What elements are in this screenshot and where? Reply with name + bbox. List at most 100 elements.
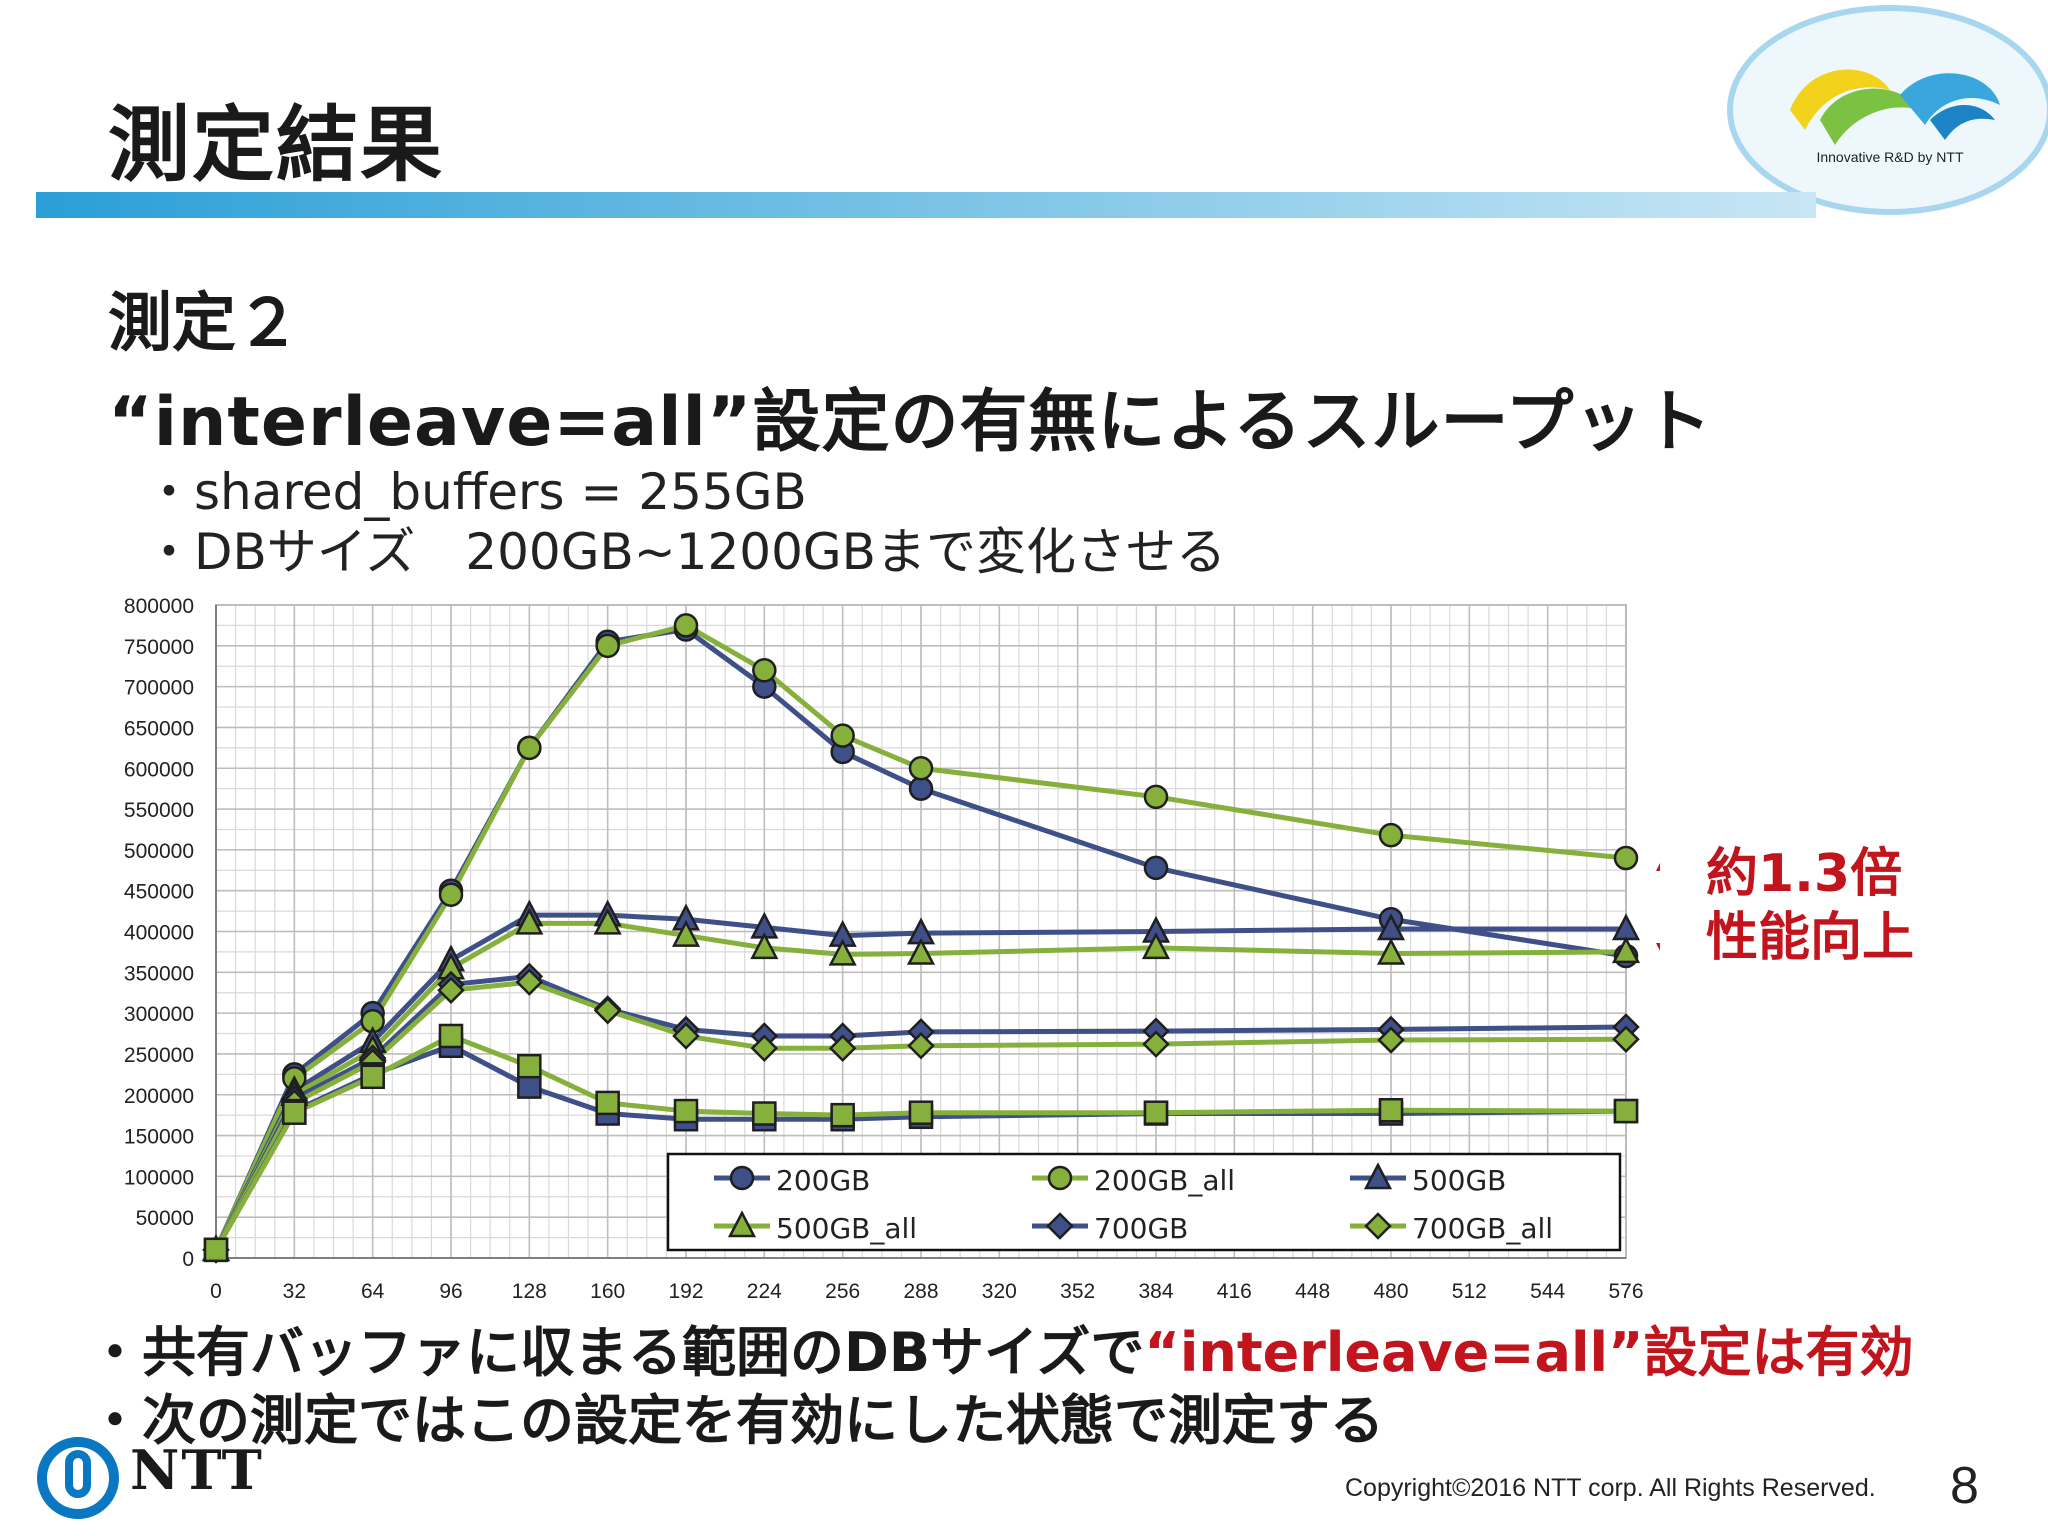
y-tick-label: 450000 (124, 881, 194, 904)
x-tick-label: 96 (439, 1280, 462, 1303)
x-tick-label: 128 (512, 1280, 547, 1303)
x-tick-label: 224 (747, 1280, 782, 1303)
data-point-1000GB_all (908, 1100, 934, 1125)
y-tick-label: 500000 (124, 840, 194, 863)
data-point-700GB_all (672, 1022, 700, 1050)
data-point-200GB_all (830, 723, 855, 748)
data-point-500GB_all (906, 937, 936, 965)
y-tick-label: 100000 (124, 1166, 194, 1189)
page-number: 8 (1950, 1457, 1979, 1515)
data-point-200GB_all (1378, 822, 1404, 848)
data-point-500GB_all (1141, 932, 1171, 960)
x-tick-label: 576 (1608, 1280, 1643, 1303)
legend-label: 700GB (1094, 1212, 1188, 1245)
data-point-700GB_all (1142, 1030, 1170, 1058)
section-heading: “interleave=all”設定の有無によるスループット (108, 383, 1713, 462)
data-point-700GB_all (437, 976, 465, 1005)
x-tick-label: 352 (1060, 1280, 1095, 1303)
data-point-200GB (908, 776, 934, 801)
data-point-1000GB (517, 1074, 542, 1099)
header-band (36, 192, 1816, 218)
data-point-1000GB_all (360, 1064, 385, 1090)
x-tick-label: 0 (210, 1280, 222, 1303)
legend-label: 500GB (1412, 1164, 1506, 1197)
data-point-1000GB_all (1378, 1098, 1404, 1123)
chart-legend: 200GB 200GB_all 500GB 500GB_all 700GB 700GB_a… (666, 1152, 1622, 1252)
ntt-rd-logo: Innovative R&D by NTT (1727, 5, 2048, 215)
annotation-line-1: 約1.3倍 (1706, 844, 1903, 904)
legend-label: 200GB (776, 1164, 870, 1197)
copyright-notice: Copyright©2016 NTT corp. All Rights Rese… (1345, 1474, 1876, 1502)
data-point-700GB_all (907, 1032, 935, 1060)
y-tick-label: 350000 (124, 962, 194, 985)
chart-axes: 0 50000 100000 150000 200000 250000 300000 3500… (124, 595, 1644, 1303)
y-tick-label: 800000 (124, 595, 194, 618)
data-point-700GB_all (828, 1034, 857, 1062)
y-tick-label: 50000 (136, 1207, 194, 1230)
x-tick-label: 32 (283, 1280, 306, 1303)
data-point-200GB_all (438, 882, 464, 908)
conclusion-bullet-1: ・共有バッファに収まる範囲のDBサイズで“interleave=all”設定は有… (88, 1308, 1913, 1387)
data-point-500GB_all (750, 932, 779, 960)
legend-marker-700GB (1046, 1212, 1074, 1240)
x-tick-label: 288 (903, 1280, 938, 1303)
y-tick-label: 150000 (124, 1126, 194, 1149)
legend-label: 700GB_all (1412, 1212, 1553, 1245)
x-tick-label: 416 (1217, 1280, 1252, 1303)
data-point-1000GB_all (752, 1101, 777, 1126)
data-point-200GB_all (908, 756, 934, 781)
slide-title: 測定結果 (108, 98, 445, 193)
x-tick-label: 448 (1295, 1280, 1330, 1303)
data-point-1000GB_all (673, 1098, 699, 1124)
legend-marker-200GB_all (1047, 1165, 1073, 1191)
data-point-500GB_all (828, 938, 857, 966)
annotation-line-2: 性能向上 (1706, 908, 1915, 968)
x-tick-label: 480 (1373, 1280, 1408, 1303)
bullet-db-size: ・DBサイズ 200GB~1200GBまで変化させる (144, 523, 1226, 581)
data-point-1000GB_all (517, 1053, 542, 1079)
conclusion-bullet-2: ・次の測定ではこの設定を有効にした状態で測定する (88, 1376, 1384, 1455)
data-point-200GB_all (1143, 784, 1169, 810)
data-point-700GB_all (515, 968, 544, 996)
chart-series (201, 613, 1641, 1264)
data-point-1000GB_all (1143, 1100, 1169, 1125)
data-point-700GB_all (1612, 1025, 1640, 1054)
legend-box (666, 1152, 1622, 1252)
legend-label: 200GB_all (1094, 1164, 1235, 1197)
data-point-700GB_all (593, 996, 622, 1025)
data-point-700GB_all (1377, 1026, 1405, 1054)
data-point-500GB_all (671, 919, 701, 947)
legend-marker-500GB_all (727, 1210, 757, 1238)
ntt-logo-text: NTT (130, 1438, 264, 1502)
x-tick-label: 192 (668, 1280, 703, 1303)
data-point-200GB_all (1613, 845, 1639, 871)
conclusion-1-text: ・共有バッファに収まる範囲のDBサイズで (88, 1321, 1145, 1384)
x-tick-label: 160 (590, 1280, 625, 1303)
y-tick-label: 200000 (124, 1085, 194, 1108)
y-tick-label: 750000 (124, 636, 194, 659)
legend-label: 500GB_all (776, 1212, 917, 1245)
data-point-1000GB_all (595, 1090, 620, 1116)
data-point-700GB_all (750, 1034, 779, 1062)
x-tick-label: 64 (361, 1280, 385, 1303)
data-point-500GB_all (515, 907, 544, 935)
double-arrow-icon (1656, 863, 1660, 951)
y-tick-label: 600000 (124, 758, 194, 781)
data-point-1000GB_all (438, 1023, 464, 1049)
data-point-1000GB_all (203, 1237, 229, 1263)
data-point-200GB_all (752, 658, 777, 683)
x-tick-label: 256 (825, 1280, 860, 1303)
x-tick-label: 384 (1138, 1280, 1173, 1303)
legend-marker-200GB (729, 1165, 755, 1191)
legend-marker-700GB_all (1364, 1212, 1392, 1240)
y-tick-label: 550000 (124, 799, 194, 822)
data-point-200GB (1143, 855, 1169, 881)
data-point-500GB_all (1376, 937, 1406, 965)
ntt-logo-icon (37, 1437, 119, 1519)
x-tick-label: 320 (982, 1280, 1017, 1303)
data-point-200GB_all (673, 613, 699, 638)
arrow-head-down (1656, 943, 1660, 951)
x-tick-label: 512 (1452, 1280, 1487, 1303)
y-tick-label: 650000 (124, 717, 194, 740)
conclusion-1-emphasis: “interleave=all”設定は有効 (1144, 1321, 1914, 1384)
